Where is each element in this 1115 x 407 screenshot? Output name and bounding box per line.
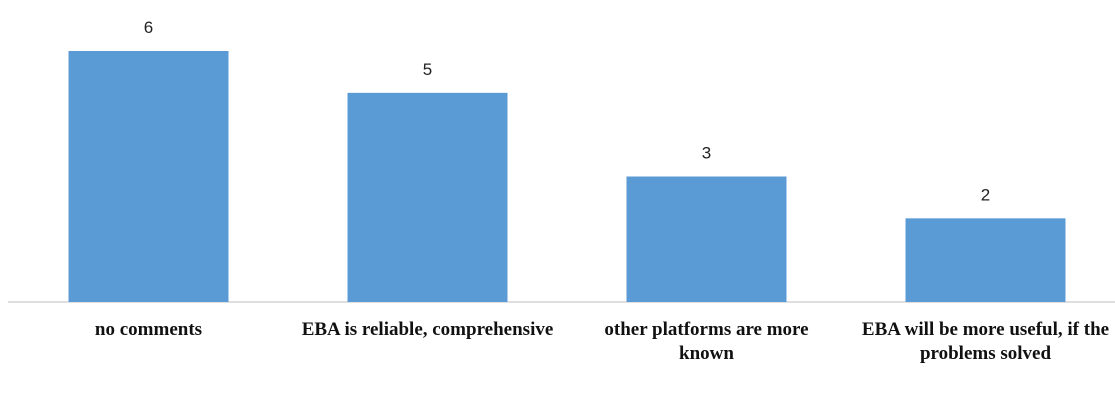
data-label: 2 (981, 185, 990, 204)
data-label: 6 (144, 18, 153, 37)
x-tick-label: other platforms are more known (604, 319, 809, 364)
bar (347, 92, 508, 302)
bar (68, 51, 229, 302)
x-tick-label: EBA will be more useful, if the problems… (861, 319, 1110, 364)
data-label: 5 (423, 60, 432, 79)
x-tick-label: no comments (94, 319, 203, 340)
bar (626, 176, 787, 302)
x-tick-label: EBA is reliable, comprehensive (301, 319, 554, 340)
data-label: 3 (702, 144, 711, 163)
bar (905, 218, 1066, 302)
